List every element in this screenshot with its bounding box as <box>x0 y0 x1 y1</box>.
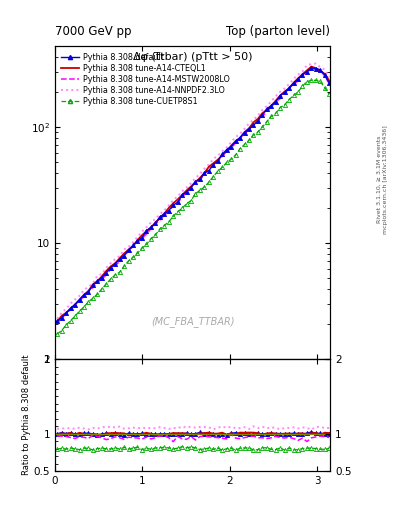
Pythia 8.308 default <box>126 247 131 253</box>
Pythia 8.308 tune-A14-CTEQL1 <box>108 263 113 269</box>
Text: 7000 GeV pp: 7000 GeV pp <box>55 26 132 38</box>
Line: Pythia 8.308 tune-A14-NNPDF2.3LO: Pythia 8.308 tune-A14-NNPDF2.3LO <box>57 63 329 319</box>
Pythia 8.308 tune-A14-NNPDF2.3LO <box>291 76 296 82</box>
Text: (MC_FBA_TTBAR): (MC_FBA_TTBAR) <box>151 316 234 327</box>
Pythia 8.308 tune-A14-CTEQL1 <box>327 78 332 84</box>
Pythia 8.308 tune-A14-MSTW2008LO <box>189 184 193 190</box>
Pythia 8.308 tune-A14-CTEQL1 <box>77 297 82 303</box>
Pythia 8.308 tune-CUETP8S1 <box>55 331 60 337</box>
Pythia 8.308 tune-CUETP8S1 <box>77 308 82 314</box>
Pythia 8.308 tune-CUETP8S1 <box>291 92 296 98</box>
Line: Pythia 8.308 default: Pythia 8.308 default <box>55 66 331 323</box>
Pythia 8.308 tune-A14-NNPDF2.3LO <box>327 74 332 80</box>
Pythia 8.308 tune-A14-NNPDF2.3LO <box>55 316 60 322</box>
Pythia 8.308 default <box>77 296 82 303</box>
Pythia 8.308 tune-A14-NNPDF2.3LO <box>220 148 224 155</box>
Line: Pythia 8.308 tune-A14-MSTW2008LO: Pythia 8.308 tune-A14-MSTW2008LO <box>57 69 329 323</box>
Pythia 8.308 default <box>309 65 314 71</box>
Pythia 8.308 tune-A14-MSTW2008LO <box>220 153 224 159</box>
Pythia 8.308 tune-CUETP8S1 <box>126 258 131 264</box>
Pythia 8.308 tune-A14-CTEQL1 <box>55 318 60 325</box>
Pythia 8.308 tune-A14-CTEQL1 <box>220 152 224 158</box>
Text: mcplots.cern.ch [arXiv:1306.3436]: mcplots.cern.ch [arXiv:1306.3436] <box>383 125 387 233</box>
Pythia 8.308 tune-A14-CTEQL1 <box>126 247 131 253</box>
Pythia 8.308 tune-CUETP8S1 <box>220 164 224 170</box>
Line: Pythia 8.308 tune-A14-CTEQL1: Pythia 8.308 tune-A14-CTEQL1 <box>57 67 329 322</box>
Pythia 8.308 tune-A14-MSTW2008LO <box>77 297 82 304</box>
Pythia 8.308 tune-A14-MSTW2008LO <box>55 320 60 326</box>
Pythia 8.308 tune-CUETP8S1 <box>108 276 113 282</box>
Line: Pythia 8.308 tune-CUETP8S1: Pythia 8.308 tune-CUETP8S1 <box>55 78 331 336</box>
Pythia 8.308 default <box>291 80 296 87</box>
Pythia 8.308 tune-A14-NNPDF2.3LO <box>126 244 131 250</box>
Pythia 8.308 tune-A14-CTEQL1 <box>189 183 193 189</box>
Text: Rivet 3.1.10, ≥ 3.1M events: Rivet 3.1.10, ≥ 3.1M events <box>377 136 382 223</box>
Pythia 8.308 tune-CUETP8S1 <box>309 77 314 83</box>
Pythia 8.308 tune-A14-MSTW2008LO <box>108 266 113 272</box>
Pythia 8.308 tune-A14-MSTW2008LO <box>126 248 131 254</box>
Pythia 8.308 default <box>327 80 332 86</box>
Text: Δφ (t̅tbar) (pTtt > 50): Δφ (t̅tbar) (pTtt > 50) <box>133 52 252 62</box>
Pythia 8.308 default <box>55 318 60 324</box>
Pythia 8.308 tune-A14-CTEQL1 <box>309 63 314 70</box>
Pythia 8.308 tune-A14-MSTW2008LO <box>291 81 296 87</box>
Pythia 8.308 tune-A14-MSTW2008LO <box>327 81 332 87</box>
Pythia 8.308 default <box>220 152 224 158</box>
Pythia 8.308 tune-CUETP8S1 <box>327 91 332 97</box>
Pythia 8.308 tune-CUETP8S1 <box>189 198 193 204</box>
Pythia 8.308 default <box>108 265 113 271</box>
Pythia 8.308 tune-A14-CTEQL1 <box>291 80 296 86</box>
Pythia 8.308 default <box>189 184 193 190</box>
Pythia 8.308 tune-A14-NNPDF2.3LO <box>108 260 113 266</box>
Pythia 8.308 tune-A14-MSTW2008LO <box>309 66 314 72</box>
Text: Top (parton level): Top (parton level) <box>226 26 330 38</box>
Pythia 8.308 tune-A14-NNPDF2.3LO <box>77 293 82 299</box>
Y-axis label: Ratio to Pythia 8.308 default: Ratio to Pythia 8.308 default <box>22 355 31 475</box>
Pythia 8.308 tune-A14-NNPDF2.3LO <box>189 180 193 186</box>
Pythia 8.308 tune-A14-NNPDF2.3LO <box>314 60 318 67</box>
Legend: Pythia 8.308 default, Pythia 8.308 tune-A14-CTEQL1, Pythia 8.308 tune-A14-MSTW20: Pythia 8.308 default, Pythia 8.308 tune-… <box>59 50 233 108</box>
